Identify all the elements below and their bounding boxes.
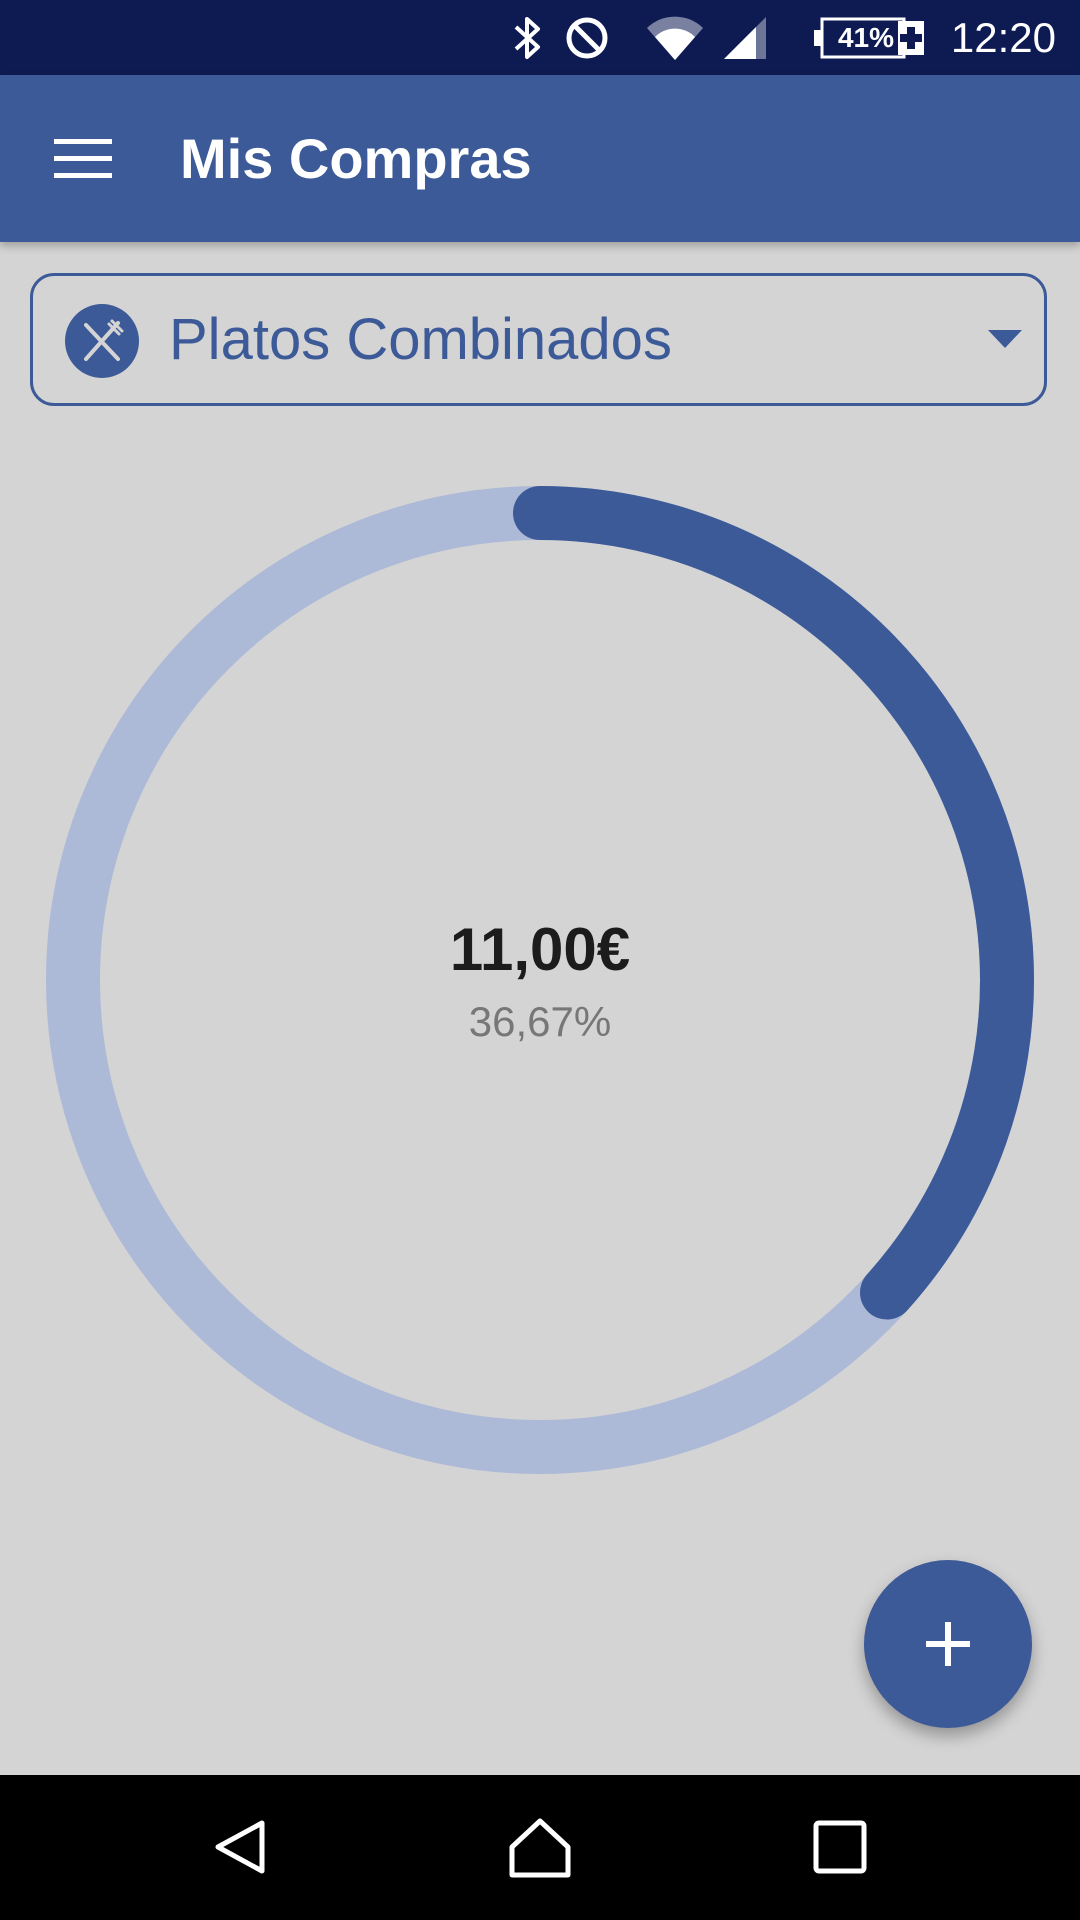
clock: 12:20 <box>950 14 1056 61</box>
back-button[interactable] <box>190 1797 290 1897</box>
navigation-bar <box>0 1775 1080 1920</box>
home-button[interactable] <box>490 1797 590 1897</box>
app-bar: Mis Compras <box>0 75 1080 242</box>
progress-ring-fill <box>513 486 1034 1320</box>
battery-charging-icon: 41% <box>812 17 924 59</box>
category-dropdown[interactable]: Platos Combinados <box>30 273 1047 406</box>
recents-icon <box>813 1820 867 1874</box>
cell-signal-icon <box>720 0 770 75</box>
category-selected-value: Platos Combinados <box>169 307 672 372</box>
dropdown-arrow-icon <box>988 330 1022 348</box>
page-title: Mis Compras <box>180 127 532 190</box>
add-purchase-button[interactable] <box>864 1560 1032 1728</box>
menu-button[interactable] <box>40 119 128 199</box>
do-not-disturb-icon <box>562 0 612 75</box>
status-bar: 41% 12:20 <box>0 0 1080 75</box>
bluetooth-icon <box>506 0 548 75</box>
back-icon <box>215 1820 265 1874</box>
wifi-icon <box>642 0 708 75</box>
plus-icon <box>926 1622 970 1666</box>
cutlery-icon <box>65 304 139 378</box>
spent-amount: 11,00€ <box>449 916 631 983</box>
recents-button[interactable] <box>790 1797 890 1897</box>
spent-percent: 36,67% <box>468 998 612 1045</box>
battery-percent: 41% <box>837 22 895 53</box>
home-icon <box>509 1818 571 1878</box>
hamburger-menu-icon <box>54 139 112 178</box>
